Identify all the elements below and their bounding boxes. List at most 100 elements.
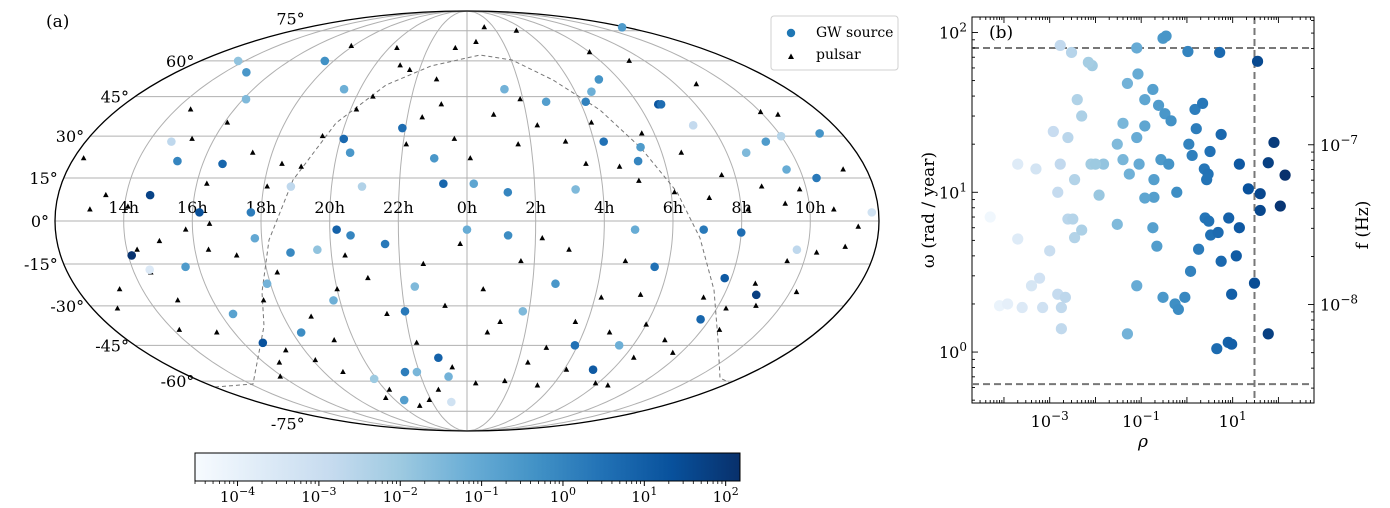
pulsar-marker bbox=[125, 203, 131, 209]
gw-source-marker bbox=[571, 185, 580, 194]
legend-pulsar-label: pulsar bbox=[816, 47, 861, 63]
pulsar-marker bbox=[206, 220, 213, 226]
pulsar-marker bbox=[669, 349, 676, 355]
gw-source-marker bbox=[503, 187, 513, 197]
scatter-point bbox=[1082, 56, 1094, 68]
scatter-point bbox=[1274, 200, 1286, 212]
pulsar-marker bbox=[616, 163, 623, 169]
pulsar-marker bbox=[277, 373, 284, 379]
scatter-point bbox=[1152, 99, 1165, 111]
pulsar-marker bbox=[643, 321, 649, 327]
pulsar-marker bbox=[517, 96, 523, 102]
pulsar-marker bbox=[435, 386, 442, 392]
pulsar-marker bbox=[598, 294, 605, 300]
scatter-point bbox=[1139, 94, 1151, 106]
pulsar-marker bbox=[813, 249, 820, 255]
pulsar-marker bbox=[636, 177, 642, 183]
pulsar-marker bbox=[282, 347, 289, 353]
gw-source-marker bbox=[286, 248, 295, 257]
pulsar-marker bbox=[348, 42, 355, 48]
scatter-point bbox=[1012, 233, 1024, 245]
latitude-tick: -15° bbox=[24, 255, 58, 274]
pulsar-marker bbox=[406, 66, 413, 72]
gw-source-marker bbox=[332, 225, 341, 234]
gw-source-marker bbox=[761, 137, 771, 146]
latitude-tick: 15° bbox=[29, 169, 57, 188]
meridian-line bbox=[466, 11, 674, 431]
y2-axis-label: f (Hz) bbox=[1353, 201, 1373, 250]
scatter-point bbox=[1211, 343, 1223, 355]
scatter-point bbox=[1215, 255, 1227, 267]
pulsar-marker bbox=[723, 305, 729, 311]
gw-source-marker bbox=[633, 156, 643, 166]
scatter-point bbox=[1065, 46, 1078, 59]
scatter-point bbox=[1044, 245, 1056, 257]
latitude-tick: 0° bbox=[31, 212, 49, 231]
pulsar-marker bbox=[386, 386, 393, 392]
gw-source-marker bbox=[594, 75, 604, 84]
longitude-tick: 10h bbox=[795, 198, 826, 217]
gw-source-marker bbox=[636, 142, 645, 152]
pulsar-marker bbox=[855, 223, 862, 229]
pulsar-marker bbox=[472, 380, 479, 386]
pulsar-marker bbox=[426, 396, 433, 403]
pulsar-marker bbox=[80, 155, 87, 161]
pulsar-marker bbox=[638, 130, 645, 136]
colorbar-ticks: 10−4 10−3 10−2 10−1 100 101 102 bbox=[194, 481, 739, 506]
pulsar-marker bbox=[451, 135, 458, 141]
colorbar-tick-label: 10−4 bbox=[220, 485, 255, 506]
latitude-tick: 60° bbox=[166, 52, 194, 71]
pulsar-marker bbox=[793, 288, 800, 295]
gw-source-markers bbox=[127, 22, 877, 407]
pulsar-marker bbox=[370, 93, 376, 99]
pulsar-marker bbox=[442, 302, 448, 308]
scatter-point bbox=[1215, 128, 1227, 141]
meridian-line bbox=[466, 11, 537, 431]
gw-source-marker bbox=[242, 68, 251, 77]
pulsar-marker bbox=[745, 206, 751, 212]
scatter-point bbox=[1076, 110, 1088, 122]
pulsar-marker bbox=[103, 191, 109, 198]
gw-source-marker bbox=[751, 290, 761, 300]
pulsar-marker bbox=[331, 337, 337, 343]
pulsar-marker bbox=[467, 155, 474, 161]
pulsar-marker bbox=[706, 194, 713, 200]
pulsar-marker bbox=[840, 166, 846, 172]
y2-tick-label: 10−7 bbox=[1320, 133, 1358, 155]
gw-source-marker bbox=[776, 131, 786, 141]
gw-source-marker bbox=[228, 309, 238, 319]
pulsar-marker bbox=[534, 122, 541, 128]
scatter-point bbox=[1030, 163, 1042, 175]
scatter-point bbox=[1201, 174, 1213, 186]
pulsar-marker bbox=[752, 280, 759, 286]
x-tick-label: 10−1 bbox=[1122, 409, 1160, 431]
scatter-point bbox=[1186, 149, 1198, 162]
legend-pulsar-marker bbox=[788, 53, 794, 59]
pulsar-marker bbox=[563, 366, 570, 372]
pulsar-marker bbox=[592, 380, 599, 386]
gw-source-marker bbox=[429, 153, 439, 163]
pulsar-marker bbox=[539, 235, 546, 241]
longitude-tick: 14h bbox=[108, 198, 139, 217]
pulsar-marker bbox=[605, 382, 611, 388]
pulsar-marker bbox=[622, 257, 629, 264]
scatter-point bbox=[1190, 123, 1202, 135]
scatter-point bbox=[1068, 174, 1081, 186]
colorbar-tick-label: 102 bbox=[713, 485, 739, 506]
gw-source-marker bbox=[741, 148, 751, 157]
gw-source-marker bbox=[444, 372, 453, 381]
scatter-point bbox=[1076, 224, 1088, 236]
gw-source-marker bbox=[329, 296, 338, 305]
gw-source-marker bbox=[447, 397, 456, 407]
latitude-tick: -60° bbox=[161, 372, 195, 391]
legend-gw-label: GW source bbox=[816, 25, 893, 41]
pulsar-marker bbox=[264, 183, 270, 189]
gw-source-marker bbox=[320, 56, 330, 66]
gw-source-marker bbox=[399, 395, 409, 405]
pulsar-marker bbox=[403, 141, 410, 147]
gw-source-marker bbox=[720, 273, 730, 283]
scatter-point bbox=[1131, 42, 1143, 54]
longitude-tick: 22h bbox=[383, 198, 414, 217]
scatter-point bbox=[1111, 138, 1123, 150]
gw-source-marker bbox=[696, 315, 705, 324]
